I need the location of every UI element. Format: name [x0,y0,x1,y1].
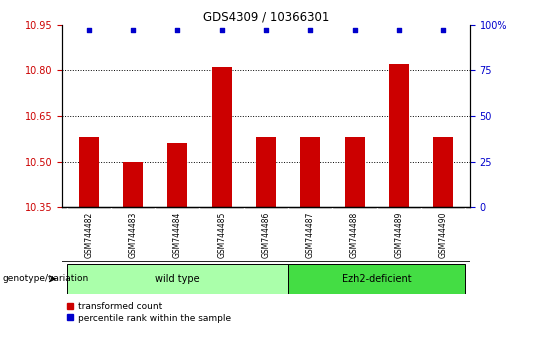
Point [129,27,137,33]
Point [262,27,271,33]
Text: GSM744483: GSM744483 [129,211,138,258]
Point [306,27,315,33]
Text: Ezh2-deficient: Ezh2-deficient [342,274,411,284]
Bar [288,264,465,294]
Bar [389,64,409,207]
Bar [66,264,288,294]
Legend: transformed count, percentile rank within the sample: transformed count, percentile rank withi… [66,302,232,322]
Text: wild type: wild type [155,274,200,284]
Point [84,27,93,33]
Bar [212,67,232,207]
Point [439,27,448,33]
Point [395,27,403,33]
Point [217,27,226,33]
Point [350,27,359,33]
Text: GSM744486: GSM744486 [261,211,271,258]
Point [173,27,181,33]
Title: GDS4309 / 10366301: GDS4309 / 10366301 [202,11,329,24]
Text: GSM744487: GSM744487 [306,211,315,258]
Bar [345,137,364,207]
Bar [167,143,187,207]
Text: genotype/variation: genotype/variation [3,274,89,283]
Text: GSM744482: GSM744482 [84,211,93,258]
Text: GSM744485: GSM744485 [217,211,226,258]
Text: GSM744489: GSM744489 [394,211,403,258]
Text: GSM744484: GSM744484 [173,211,182,258]
Bar [123,161,143,207]
Bar [256,137,276,207]
Bar [79,137,99,207]
Bar [433,137,453,207]
Text: GSM744488: GSM744488 [350,211,359,258]
Text: GSM744490: GSM744490 [438,211,448,258]
Bar [300,137,320,207]
